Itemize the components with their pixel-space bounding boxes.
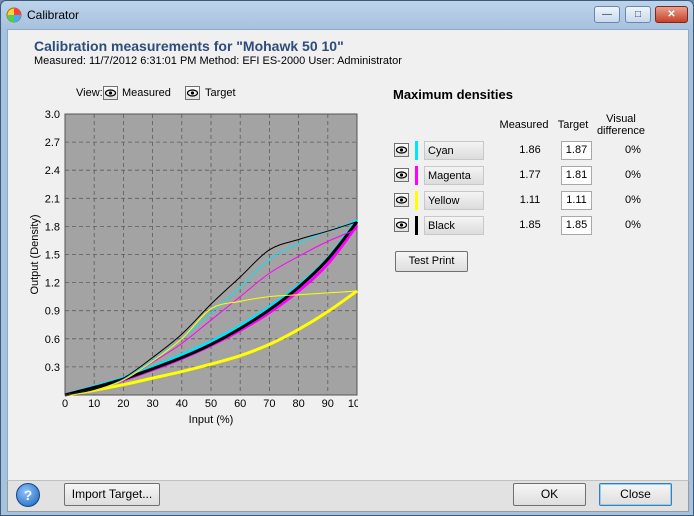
- yellow-measured-line: [64, 290, 358, 396]
- x-tick-label: 80: [292, 398, 304, 410]
- help-button[interactable]: ?: [16, 483, 40, 507]
- visual-difference: 0%: [625, 169, 641, 181]
- measurement-info: Measured: 11/7/2012 6:31:01 PM Method: E…: [34, 55, 402, 67]
- yellow-target-line: [64, 289, 358, 397]
- eye-icon: [186, 89, 199, 97]
- ink-button[interactable]: Magenta: [424, 166, 484, 185]
- col-measured: Measured: [499, 119, 549, 131]
- ink-visibility-toggle[interactable]: [394, 143, 409, 157]
- x-tick-label: 30: [146, 398, 158, 410]
- col-visual: Visual difference: [592, 113, 650, 137]
- y-tick-label: 1.5: [45, 250, 60, 262]
- eye-icon: [395, 171, 408, 179]
- max-densities-title: Maximum densities: [393, 87, 513, 102]
- ink-button[interactable]: Cyan: [424, 141, 484, 160]
- ink-visibility-toggle[interactable]: [394, 168, 409, 182]
- eye-icon: [395, 221, 408, 229]
- x-tick-label: 90: [322, 398, 334, 410]
- test-print-button[interactable]: Test Print: [395, 251, 468, 272]
- view-label: View:: [76, 87, 103, 99]
- y-tick-label: 2.1: [45, 193, 60, 205]
- view-measured-toggle[interactable]: [103, 86, 118, 100]
- window-title: Calibrator: [27, 8, 80, 22]
- measured-value: 1.11: [519, 194, 541, 206]
- close-window-button[interactable]: ✕: [655, 6, 688, 23]
- cyan-measured-line: [64, 220, 358, 396]
- minimize-icon: —: [602, 9, 612, 20]
- view-target-label: Target: [205, 87, 236, 99]
- view-measured-label: Measured: [122, 87, 171, 99]
- y-tick-label: 1.2: [45, 278, 60, 290]
- maximize-icon: □: [634, 9, 642, 20]
- eye-icon: [395, 196, 408, 204]
- col-visual-line2: difference: [596, 125, 646, 137]
- visual-difference: 0%: [625, 219, 641, 231]
- ink-button[interactable]: Yellow: [424, 191, 484, 210]
- col-visual-line1: Visual: [606, 113, 636, 125]
- ink-swatch: [415, 141, 418, 160]
- import-target-button[interactable]: Import Target...: [64, 483, 160, 506]
- col-target: Target: [557, 119, 589, 131]
- x-axis-label: Input (%): [189, 414, 234, 426]
- button-bar: ? Import Target... OK Close: [7, 480, 689, 512]
- target-input[interactable]: 1.87: [561, 141, 592, 160]
- x-tick-label: 0: [62, 398, 68, 410]
- y-tick-label: 2.4: [45, 165, 60, 177]
- eye-icon: [395, 146, 408, 154]
- target-input[interactable]: 1.81: [561, 166, 592, 185]
- visual-difference: 0%: [625, 144, 641, 156]
- title-bar: Calibrator — □ ✕: [1, 1, 693, 29]
- ok-button[interactable]: OK: [513, 483, 586, 506]
- measured-value: 1.85: [519, 219, 541, 231]
- ink-visibility-toggle[interactable]: [394, 218, 409, 232]
- y-tick-label: 0.3: [45, 362, 60, 374]
- visual-difference: 0%: [625, 194, 641, 206]
- ink-swatch: [415, 216, 418, 235]
- view-target-toggle[interactable]: [185, 86, 200, 100]
- close-button[interactable]: Close: [599, 483, 672, 506]
- minimize-button[interactable]: —: [594, 6, 620, 23]
- target-input[interactable]: 1.11: [561, 191, 592, 210]
- x-tick-label: 50: [205, 398, 217, 410]
- target-input[interactable]: 1.85: [561, 216, 592, 235]
- close-icon: ✕: [667, 9, 676, 20]
- y-tick-label: 0.6: [45, 334, 60, 346]
- y-axis-label: Output (Density): [29, 214, 41, 294]
- ink-swatch: [415, 191, 418, 210]
- eye-icon: [104, 89, 117, 97]
- y-tick-label: 2.7: [45, 137, 60, 149]
- ink-button[interactable]: Black: [424, 216, 484, 235]
- x-tick-label: 20: [117, 398, 129, 410]
- y-tick-label: 0.9: [45, 306, 60, 318]
- y-tick-label: 3.0: [45, 109, 60, 121]
- measured-value: 1.86: [519, 144, 541, 156]
- ink-visibility-toggle[interactable]: [394, 193, 409, 207]
- client-area: Calibration measurements for "Mohawk 50 …: [7, 29, 689, 481]
- y-tick-label: 1.8: [45, 221, 60, 233]
- maximize-button[interactable]: □: [625, 6, 651, 23]
- x-tick-label: 10: [88, 398, 100, 410]
- x-tick-label: 60: [234, 398, 246, 410]
- black-measured-line: [64, 221, 358, 396]
- x-tick-label: 70: [263, 398, 275, 410]
- measured-value: 1.77: [519, 169, 541, 181]
- help-icon: ?: [23, 487, 33, 503]
- x-tick-label: 40: [176, 398, 188, 410]
- page-title: Calibration measurements for "Mohawk 50 …: [34, 38, 344, 54]
- app-icon: [6, 7, 22, 23]
- density-chart: 0 10 20 30 40 50 60 70 80 90 100 0.3 0.6 0.9 1.2 1.5 1.8…: [29, 109, 358, 426]
- x-tick-label: 100: [348, 398, 358, 410]
- ink-swatch: [415, 166, 418, 185]
